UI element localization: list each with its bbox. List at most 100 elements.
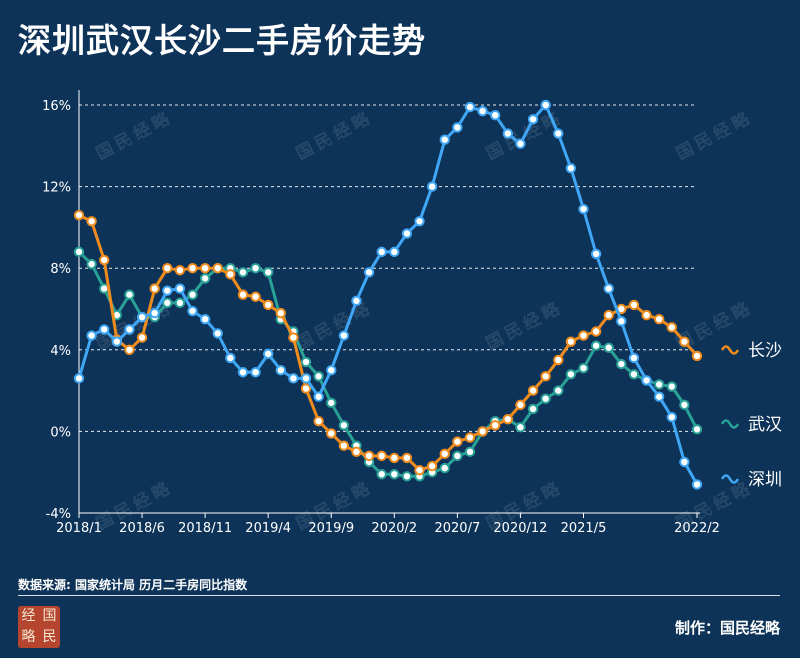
data-point — [666, 411, 677, 423]
data-point — [389, 469, 400, 480]
legend-swatch — [720, 474, 740, 484]
credit-text: 制作：国民经略 — [674, 619, 780, 637]
data-point — [679, 399, 690, 411]
data-point — [641, 375, 652, 386]
data-point — [401, 452, 413, 464]
data-point — [653, 379, 665, 390]
data-point — [199, 314, 211, 325]
data-point — [225, 269, 236, 280]
series-layer — [73, 99, 703, 490]
data-point — [86, 216, 97, 227]
data-point — [691, 424, 703, 435]
data-point — [351, 295, 362, 307]
x-tick-label: 2018/11 — [178, 521, 232, 536]
data-point — [351, 446, 362, 457]
data-point — [199, 263, 211, 274]
data-point — [452, 450, 463, 462]
data-point — [99, 324, 110, 335]
data-point — [590, 326, 602, 337]
data-point — [477, 105, 488, 117]
data-point — [99, 254, 110, 266]
data-point — [553, 354, 564, 366]
y-tick-label: 8% — [50, 262, 71, 277]
data-point — [679, 336, 690, 347]
x-tick-label: 2019/9 — [308, 521, 354, 536]
data-point — [515, 422, 526, 433]
series-line — [77, 103, 699, 486]
data-point — [149, 283, 160, 294]
data-point — [452, 122, 463, 133]
data-point — [124, 324, 135, 335]
data-point — [313, 371, 324, 382]
data-point — [691, 350, 703, 362]
data-point — [565, 336, 577, 347]
chart-title: 深圳武汉长沙二手房价走势 — [18, 21, 426, 60]
x-tick-label: 2020/7 — [434, 521, 480, 536]
data-point — [502, 413, 514, 425]
data-point — [149, 307, 160, 319]
data-point — [174, 283, 186, 294]
data-point — [490, 110, 501, 121]
watermark-text: 国民经略 — [292, 296, 376, 354]
watermark-text: 国民经略 — [292, 106, 376, 164]
data-point — [653, 391, 665, 402]
data-point — [212, 263, 223, 274]
data-point — [300, 383, 312, 394]
data-point — [338, 420, 350, 431]
data-point — [86, 258, 97, 270]
data-point — [414, 464, 425, 476]
data-source-note: 数据来源: 国家统计局 历月二手房同比指数 — [18, 578, 248, 592]
data-point — [187, 263, 198, 274]
x-tick-label: 2018/6 — [119, 521, 165, 536]
data-point — [540, 393, 551, 404]
data-point — [515, 138, 526, 149]
series-0 — [73, 209, 703, 476]
data-point — [464, 101, 476, 113]
data-point — [490, 420, 501, 431]
logo-char: 略 — [21, 629, 36, 645]
data-point — [300, 356, 312, 368]
data-point — [578, 362, 589, 374]
data-point — [363, 267, 375, 278]
data-point — [376, 246, 387, 258]
logo-seal: 经 国 略 民 — [18, 606, 60, 648]
data-point — [338, 440, 350, 451]
data-point — [250, 291, 261, 302]
data-point — [73, 209, 85, 221]
data-point — [666, 381, 677, 392]
y-tick-label: 4% — [50, 344, 71, 359]
x-tick-label: 2019/4 — [245, 521, 291, 536]
x-tick-label: 2020/2 — [371, 521, 417, 536]
legend-label: 长沙 — [748, 341, 782, 361]
data-point — [376, 450, 387, 462]
data-point — [578, 330, 589, 341]
data-point — [426, 181, 438, 192]
data-point — [414, 216, 425, 227]
data-point — [225, 352, 236, 364]
data-point — [553, 385, 564, 396]
data-point — [452, 436, 463, 447]
data-point — [187, 305, 198, 317]
data-point — [628, 299, 640, 311]
data-point — [590, 340, 602, 351]
y-tick-label: -4% — [46, 507, 71, 522]
data-point — [540, 99, 551, 111]
data-point — [565, 369, 577, 380]
data-point — [464, 432, 476, 443]
x-tick-label: 2020/12 — [493, 521, 547, 536]
data-point — [73, 373, 85, 384]
logo-char: 国 — [42, 608, 57, 624]
footer-divider — [18, 595, 780, 596]
data-point — [124, 289, 135, 300]
data-point — [250, 263, 261, 274]
data-point — [326, 397, 337, 409]
x-tick-label: 2022/2 — [674, 521, 720, 536]
data-point — [338, 330, 350, 341]
data-point — [616, 316, 627, 327]
data-point — [527, 385, 539, 396]
data-point — [464, 446, 476, 457]
data-point — [439, 448, 450, 460]
y-tick-label: 16% — [42, 99, 71, 114]
